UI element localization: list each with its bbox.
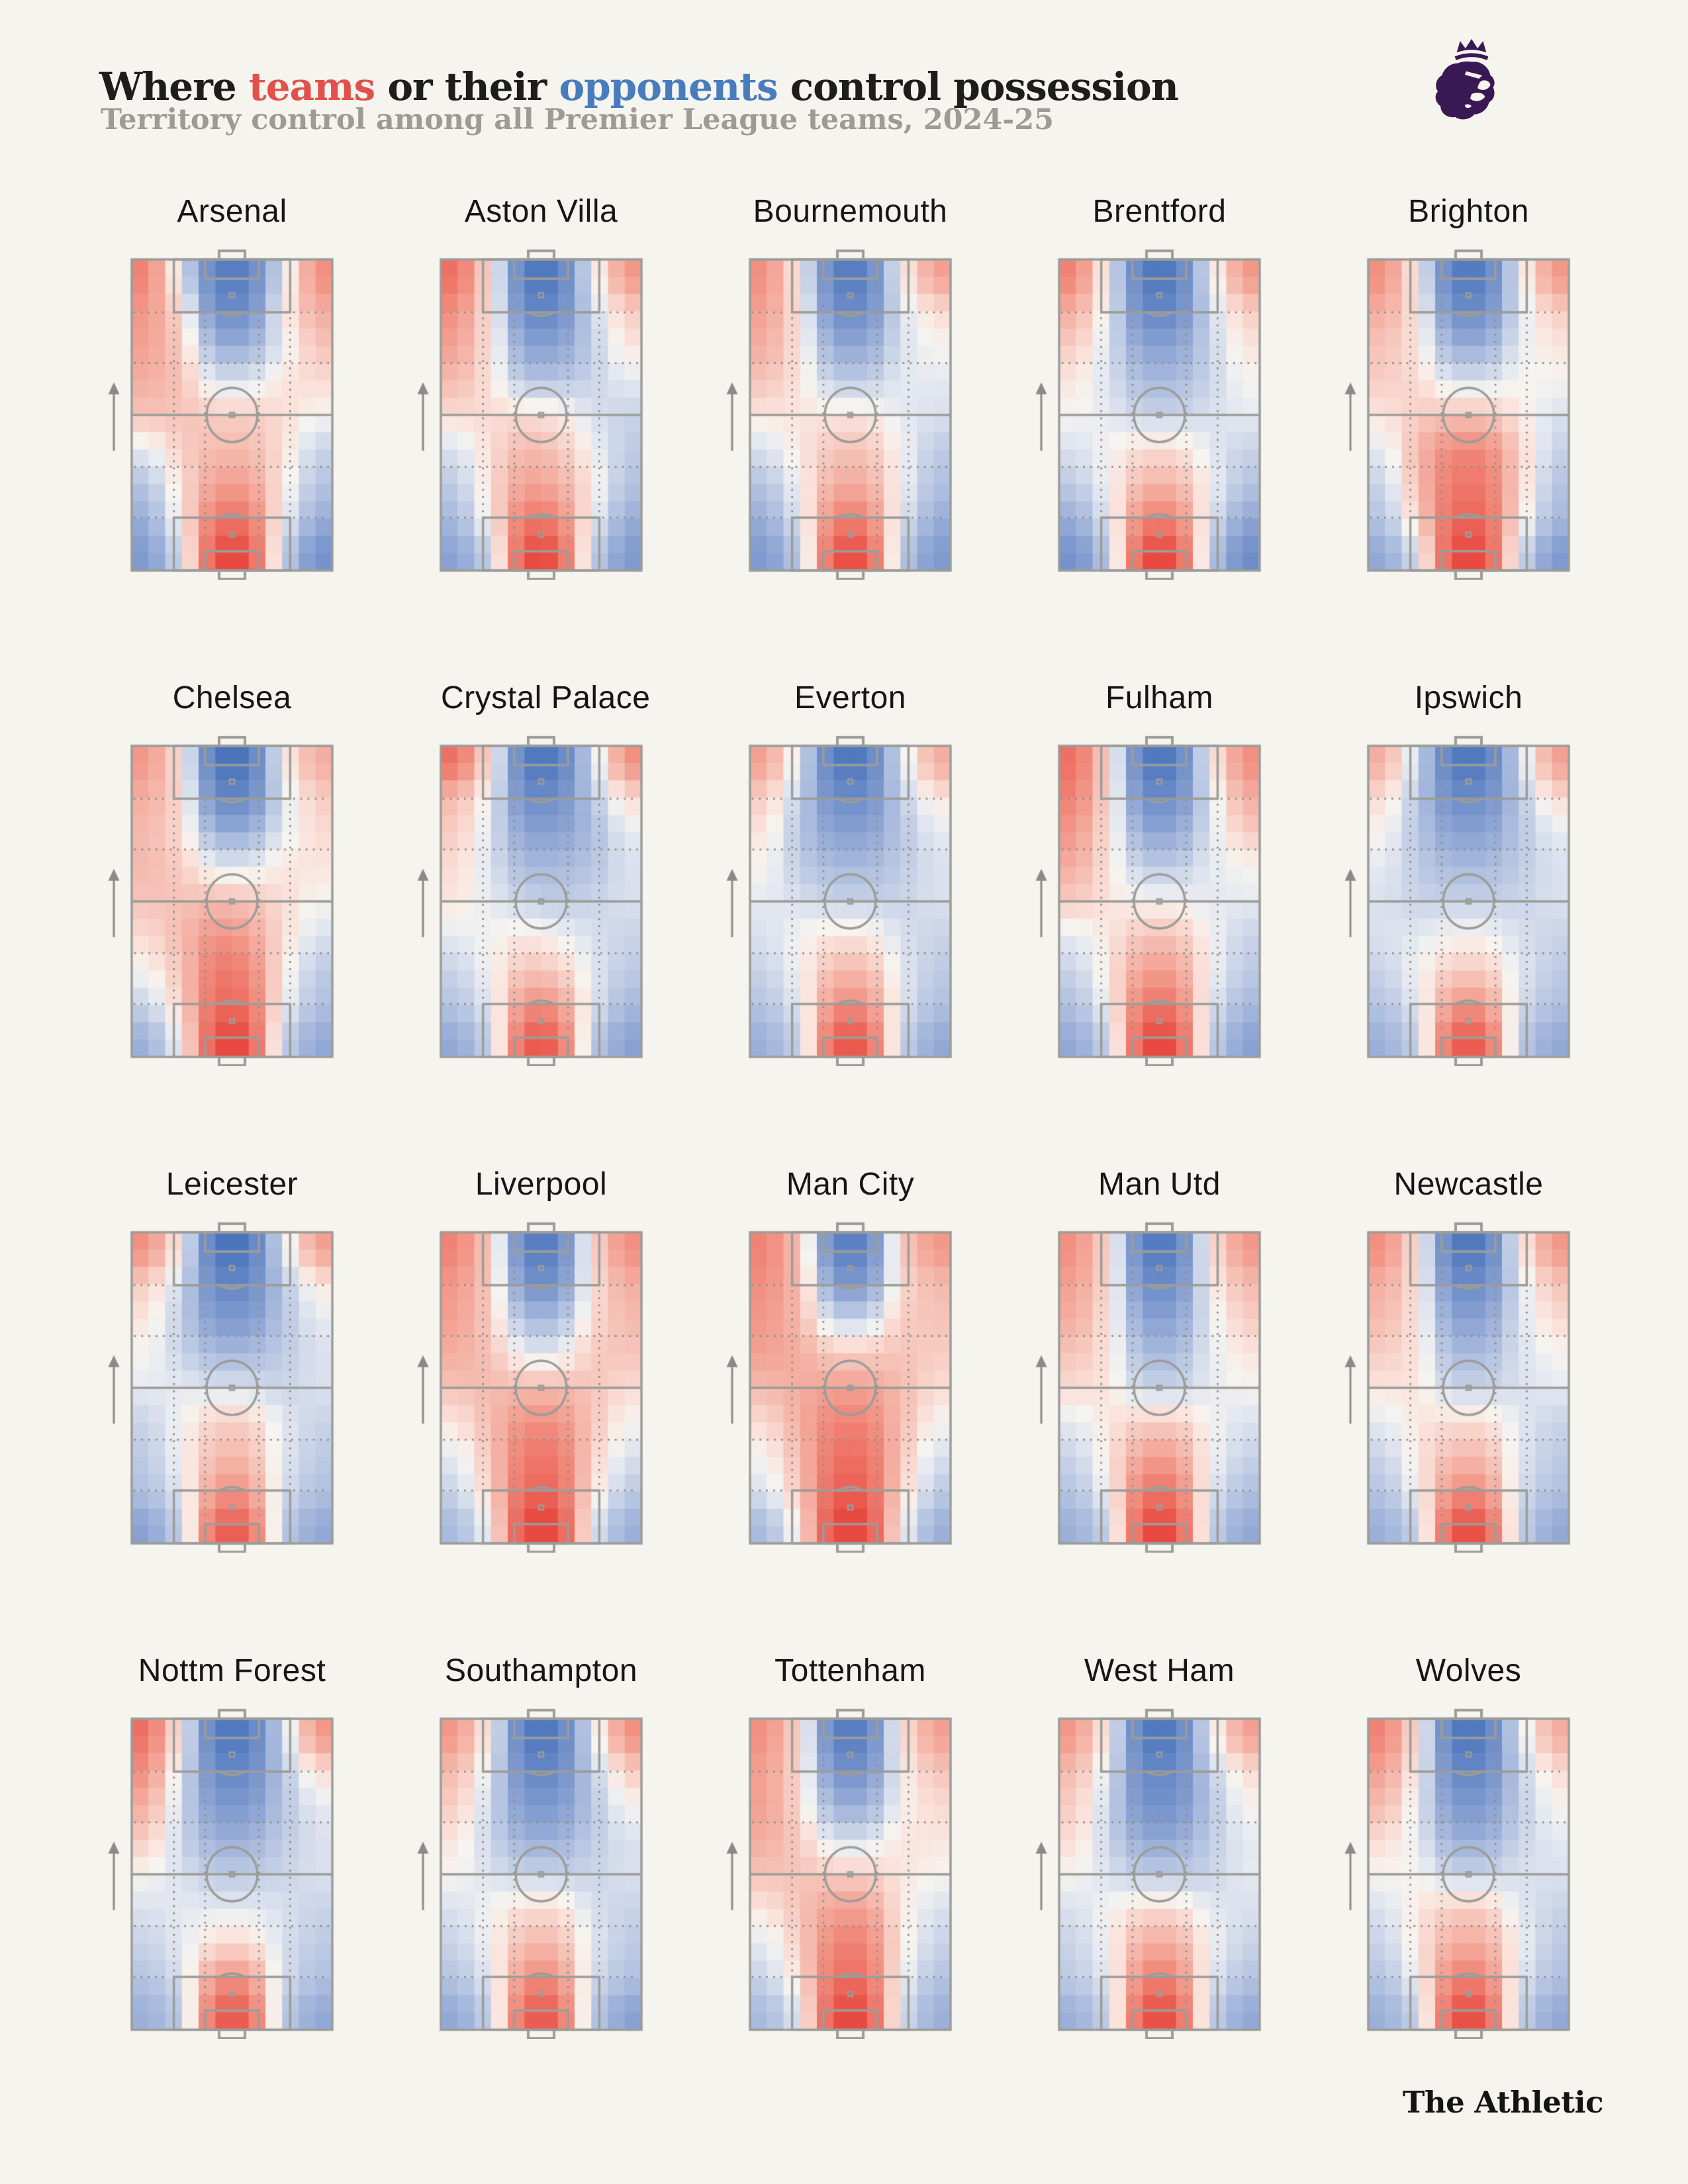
team-panel: Fulham bbox=[1027, 670, 1336, 1157]
pitch-heatmap bbox=[104, 1708, 342, 2039]
team-panel: Chelsea bbox=[99, 670, 408, 1157]
pitch-heatmap bbox=[413, 1708, 651, 2039]
team-name: Chelsea bbox=[172, 680, 292, 715]
pitch-heatmap bbox=[104, 1222, 342, 1553]
the-athletic-wordmark: The Athletic bbox=[1402, 2085, 1604, 2120]
team-name: Crystal Palace bbox=[441, 680, 651, 715]
pitch-heatmap bbox=[722, 1222, 961, 1553]
team-name: Arsenal bbox=[177, 194, 287, 229]
team-name: Tottenham bbox=[774, 1653, 926, 1688]
page-subtitle: Territory control among all Premier Leag… bbox=[101, 103, 1055, 136]
team-name: Newcastle bbox=[1393, 1167, 1544, 1202]
pitch-heatmap bbox=[1031, 1708, 1270, 2039]
team-name: Southampton bbox=[444, 1653, 638, 1688]
team-panel: Tottenham bbox=[718, 1643, 1027, 2130]
team-name: Man Utd bbox=[1098, 1167, 1221, 1202]
pitch-heatmap bbox=[413, 735, 651, 1066]
team-panel: Liverpool bbox=[408, 1157, 718, 1643]
pitch-heatmap bbox=[722, 1708, 961, 2039]
team-panel: Everton bbox=[718, 670, 1027, 1157]
team-panel: Southampton bbox=[408, 1643, 718, 2130]
title-text: control possession bbox=[777, 64, 1179, 109]
team-panel: Ipswich bbox=[1336, 670, 1645, 1157]
title-text: Where bbox=[99, 64, 249, 109]
title-teams-word: teams bbox=[248, 64, 375, 109]
pitch-heatmap bbox=[1031, 1222, 1270, 1553]
pitch-heatmap bbox=[722, 249, 961, 580]
premier-league-lion-icon bbox=[1435, 38, 1495, 120]
team-name: Leicester bbox=[165, 1167, 299, 1202]
team-name: Nottm Forest bbox=[138, 1653, 326, 1688]
pitch-heatmap bbox=[413, 249, 651, 580]
team-panel: Wolves bbox=[1336, 1643, 1645, 2130]
team-name: Wolves bbox=[1415, 1653, 1522, 1688]
team-name: Liverpool bbox=[475, 1167, 608, 1202]
team-name: West Ham bbox=[1084, 1653, 1235, 1688]
team-name: Everton bbox=[794, 680, 906, 715]
pitch-heatmap bbox=[1031, 735, 1270, 1066]
team-panel: Man Utd bbox=[1027, 1157, 1336, 1643]
pitch-heatmap bbox=[722, 735, 961, 1066]
team-panel: Brighton bbox=[1336, 184, 1645, 670]
page-title: Where teams or their opponents control p… bbox=[99, 64, 1179, 109]
team-name: Man City bbox=[786, 1167, 915, 1202]
team-panel: Newcastle bbox=[1336, 1157, 1645, 1643]
pitch-heatmap bbox=[1340, 1222, 1579, 1553]
title-text: or their bbox=[375, 64, 559, 109]
team-panel: Bournemouth bbox=[718, 184, 1027, 670]
team-name: Bournemouth bbox=[753, 194, 948, 229]
team-panel: Leicester bbox=[99, 1157, 408, 1643]
team-name: Ipswich bbox=[1414, 680, 1523, 715]
pitch-heatmap bbox=[1340, 249, 1579, 580]
pitch-heatmap bbox=[104, 249, 342, 580]
pitch-heatmap bbox=[1340, 1708, 1579, 2039]
team-heatmap-grid: Arsenal Aston Villa Bournemouth Brentfor… bbox=[99, 184, 1645, 2130]
team-name: Fulham bbox=[1105, 680, 1214, 715]
team-panel: Arsenal bbox=[99, 184, 408, 670]
pitch-heatmap bbox=[413, 1222, 651, 1553]
team-name: Brentford bbox=[1092, 194, 1227, 229]
pitch-heatmap bbox=[1340, 735, 1579, 1066]
team-name: Brighton bbox=[1408, 194, 1529, 229]
team-panel: Brentford bbox=[1027, 184, 1336, 670]
team-panel: Crystal Palace bbox=[408, 670, 718, 1157]
team-panel: Aston Villa bbox=[408, 184, 718, 670]
pitch-heatmap bbox=[104, 735, 342, 1066]
team-panel: Nottm Forest bbox=[99, 1643, 408, 2130]
team-panel: Man City bbox=[718, 1157, 1027, 1643]
pitch-heatmap bbox=[1031, 249, 1270, 580]
team-panel: West Ham bbox=[1027, 1643, 1336, 2130]
title-opponents-word: opponents bbox=[559, 64, 778, 109]
team-name: Aston Villa bbox=[464, 194, 618, 229]
